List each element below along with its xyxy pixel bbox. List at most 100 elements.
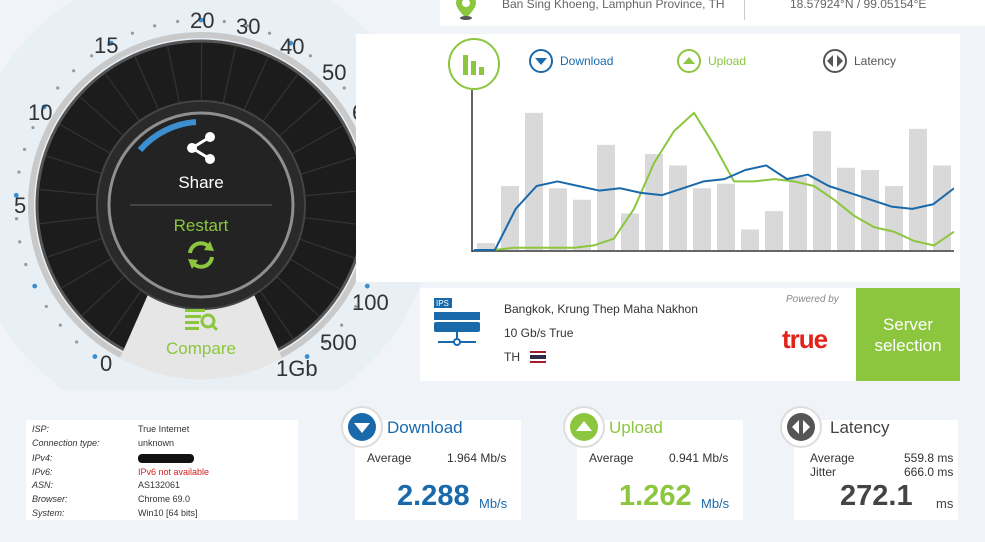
provider-logo: true (782, 324, 828, 354)
gauge-segment-line (107, 289, 142, 339)
gauge-tick-label: 500 (320, 330, 357, 355)
chart-bar (477, 243, 495, 250)
compare-label: Compare (166, 339, 236, 358)
gauge-tick-dot (326, 69, 330, 73)
info-value: AS132061 (138, 480, 181, 491)
gauge-tick-label: 50 (322, 60, 347, 85)
chart-bar (909, 128, 927, 250)
chart-bar (789, 176, 807, 250)
server-country: TH (504, 350, 520, 364)
gauge-tick-label: 5 (14, 193, 27, 218)
gauge-tick-dot (92, 354, 98, 359)
gauge-tick-dot (32, 283, 38, 289)
gauge-tick-dot (176, 19, 180, 24)
gauge-tick-dot (222, 19, 226, 24)
latency-value: 272.1 (840, 480, 913, 512)
gauge-tick-dot (90, 54, 94, 58)
chart-type-button[interactable] (448, 38, 500, 90)
gauge-segment-line (40, 216, 98, 225)
gauge-tick-label: 15 (94, 33, 119, 58)
download-speed-value: 2.288 (397, 480, 470, 512)
upload-series-line (474, 111, 954, 251)
gauge-tick-dot (58, 323, 62, 327)
info-value: unknown (138, 437, 175, 448)
gauge-segment-line (289, 258, 340, 290)
download-avg-label: Average (367, 451, 412, 465)
upload-avg-value: 0.941 Mb/s (669, 451, 729, 465)
map-pin-icon (456, 0, 476, 20)
info-label: ASN: (32, 480, 54, 491)
server-icon: IPS (434, 298, 480, 346)
legend-latency-label: Latency (854, 54, 897, 68)
gauge-tick-dot (108, 40, 114, 46)
chart-bar (669, 165, 687, 250)
jitter-value: 666.0 ms (904, 465, 954, 479)
gauge-tick-dot (14, 217, 19, 221)
chart-bar (573, 199, 591, 250)
upload-speed-value: 1.262 (619, 480, 692, 512)
gauge-segment-line (262, 74, 298, 122)
info-label: ISP: (32, 424, 50, 434)
server-panel: IPS Bangkok, Krung Thep Maha Nakhon 10 G… (420, 288, 960, 381)
legend-upload[interactable]: Upload (676, 48, 746, 74)
gauge-tick-dot (304, 354, 310, 359)
gauge-segment-line (243, 57, 269, 111)
gauge-segment-line (39, 188, 98, 196)
gauge-tick-dot (308, 54, 312, 58)
gauge-segment-line (304, 190, 363, 197)
chart-bar (765, 211, 783, 250)
legend-download-label: Download (560, 54, 614, 68)
gauge-segment-line (47, 237, 103, 258)
info-label: Connection type: (32, 437, 100, 448)
chart-bar (597, 144, 615, 250)
chart-bar (717, 183, 735, 250)
info-label: IPv4: (32, 453, 53, 464)
gauge-tick-dot (245, 24, 249, 28)
gauge-tick-label: 20 (190, 8, 215, 33)
redacted-ip (138, 454, 194, 464)
gauge-segment-line (299, 238, 355, 259)
location-bar: Ban Sing Khoeng, Lamphun Province, TH 18… (440, 0, 985, 26)
info-label: System: (32, 507, 65, 518)
latency-card-title: Latency (830, 418, 890, 437)
chart-panel: Download Upload Latency (356, 34, 960, 282)
download-card-title: Download (387, 418, 463, 437)
chart-bar (693, 188, 711, 250)
share-button[interactable]: Share (160, 130, 242, 193)
gauge-segment-line (278, 97, 323, 137)
restart-button[interactable]: Restart (160, 216, 242, 277)
gauge-tick-dot (130, 31, 135, 35)
upload-icon (570, 413, 598, 441)
upload-card-title: Upload (609, 418, 663, 437)
gauge-segment-line (291, 125, 343, 155)
compare-button[interactable]: Compare (158, 306, 244, 359)
gauge-segment-line (79, 96, 124, 137)
gauge-tick-dot (44, 304, 48, 309)
gauge-tick-dot (354, 304, 358, 309)
latency-unit: ms (936, 496, 954, 511)
gauge-segment-line (81, 275, 126, 316)
gauge-tick-dot (31, 125, 35, 130)
legend-download[interactable]: Download (528, 48, 613, 74)
gauge-tick-label: 30 (236, 14, 261, 39)
legend-latency[interactable]: Latency (822, 48, 896, 74)
chart-bar (645, 154, 663, 250)
compare-icon (185, 309, 219, 332)
gauge-tick-dot (364, 283, 370, 289)
gauge-tick-dot (22, 147, 27, 151)
latency-icon (787, 413, 815, 441)
gauge-segment-line (61, 257, 112, 289)
gauge-segment-line (59, 124, 111, 154)
refresh-icon (188, 241, 214, 269)
upload-avg-label: Average (589, 451, 634, 465)
chart-bar (861, 170, 879, 250)
gauge-tick-label: 1Gb (276, 356, 318, 381)
server-location: Bangkok, Krung Thep Maha Nakhon (504, 302, 698, 316)
download-avg-value: 1.964 Mb/s (447, 451, 507, 465)
server-country-row: TH (504, 350, 546, 364)
gauge-tick-dot (18, 240, 22, 244)
restart-label: Restart (173, 216, 229, 235)
ips-tag: IPS (436, 299, 449, 308)
server-selection-button[interactable]: Server selection (856, 288, 960, 381)
download-icon (529, 49, 553, 73)
